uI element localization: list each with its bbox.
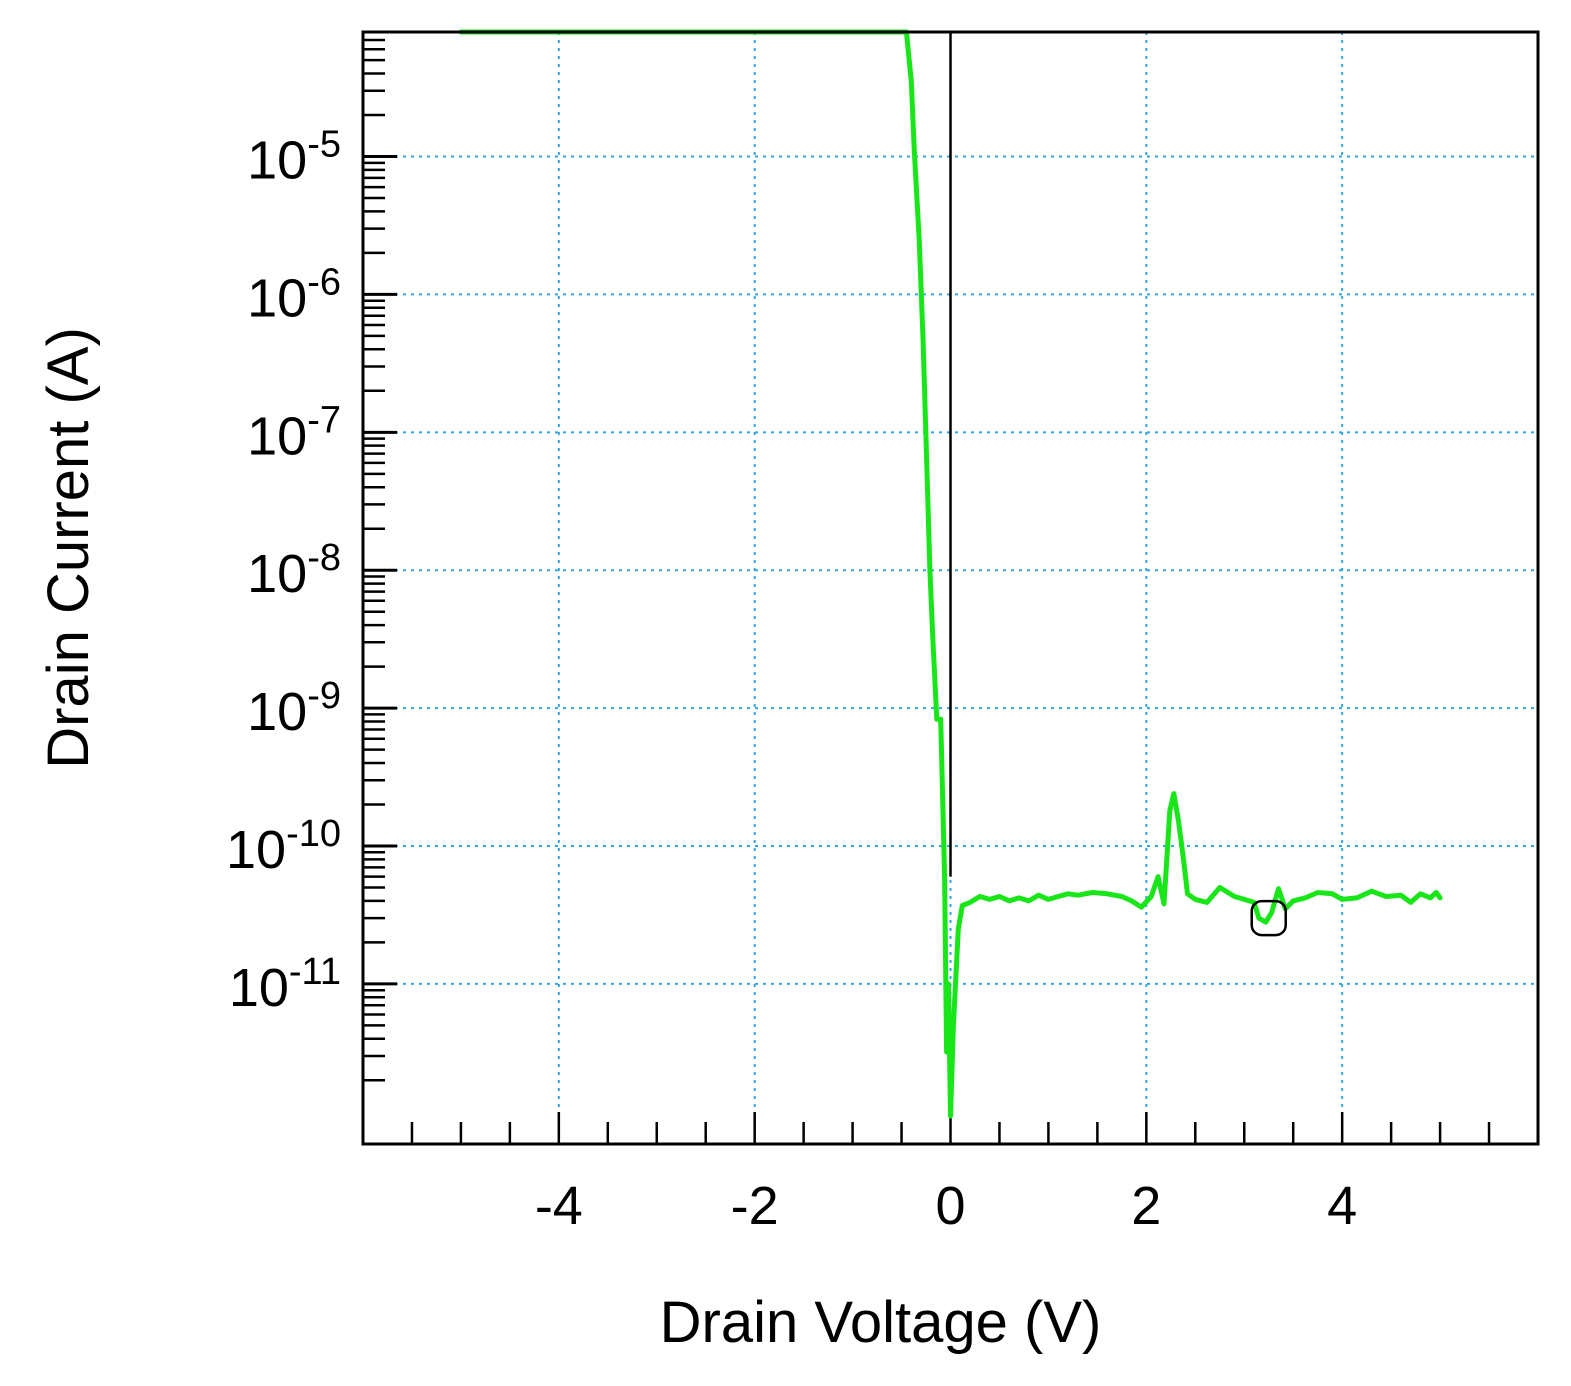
y-tick-labels: 10-5 10-6 10-7 10-8 10-9 10-10 10-11 bbox=[226, 124, 341, 1018]
y-tick-label: 10-8 bbox=[247, 537, 341, 604]
x-tick-labels: -4 -2 0 2 4 bbox=[535, 1176, 1357, 1236]
y-tick-label: 10-9 bbox=[247, 675, 341, 742]
data-series bbox=[458, 29, 1443, 1119]
y-tick-label: 10-11 bbox=[229, 951, 341, 1018]
x-tick-label: 2 bbox=[1131, 1176, 1161, 1236]
y-tick-label: 10-10 bbox=[226, 813, 341, 880]
x-tick-label: -4 bbox=[535, 1176, 583, 1236]
plot-frame bbox=[361, 30, 1540, 1146]
series-line bbox=[458, 29, 1443, 1119]
y-axis-title: Drain Current (A) bbox=[36, 327, 101, 769]
x-axis-title: Drain Voltage (V) bbox=[660, 1290, 1102, 1355]
major-ticks bbox=[363, 155, 1491, 1144]
cursor-marker-box bbox=[1250, 899, 1287, 937]
y-tick-label: 10-5 bbox=[247, 124, 341, 191]
cursor-marker bbox=[1250, 899, 1287, 937]
x-tick-label: -2 bbox=[731, 1176, 779, 1236]
y-tick-label: 10-6 bbox=[247, 261, 341, 328]
x-tick-label: 4 bbox=[1327, 1176, 1357, 1236]
minor-ticks bbox=[363, 30, 385, 1082]
x-tick-label: 0 bbox=[935, 1176, 965, 1236]
y-tick-label: 10-7 bbox=[247, 399, 341, 466]
